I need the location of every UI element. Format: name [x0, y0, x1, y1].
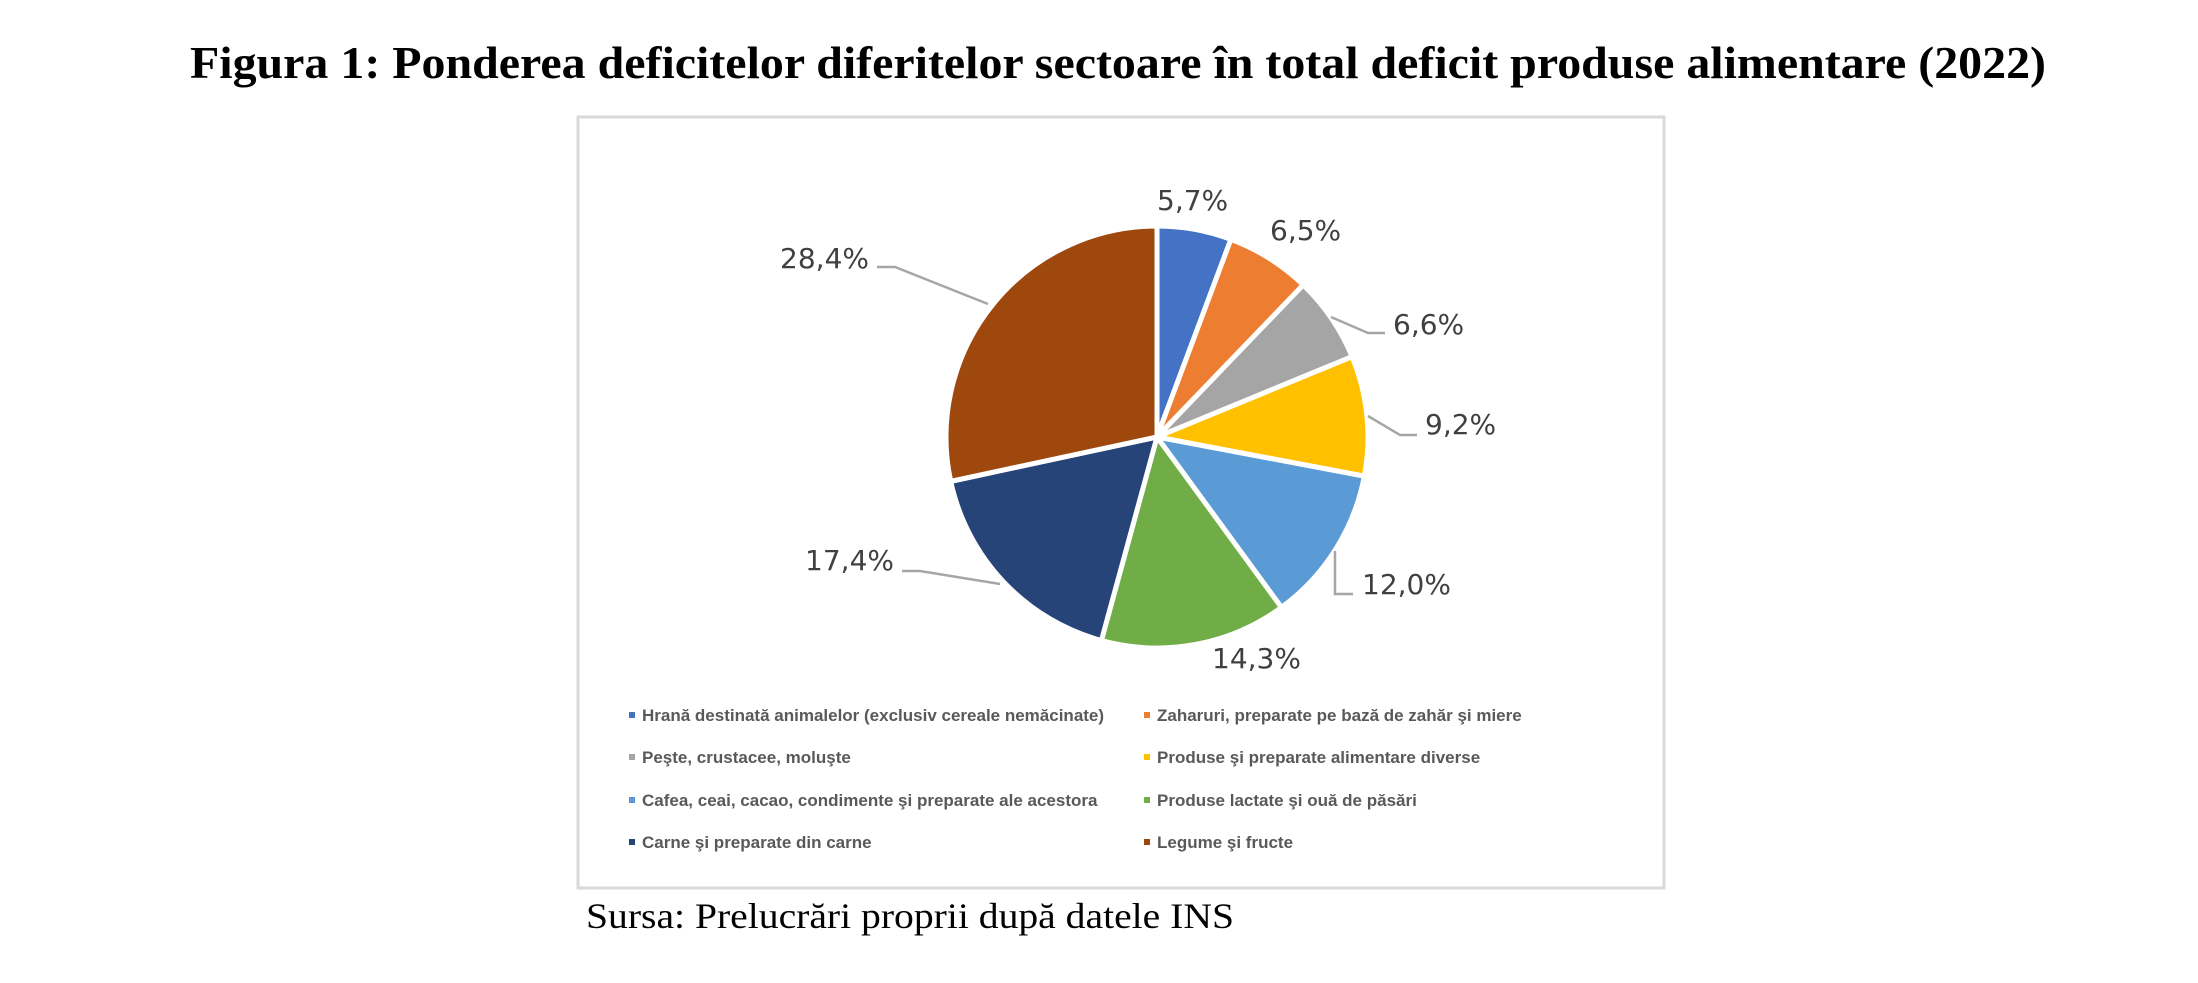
legend-label: Zaharuri, preparate pe bază de zahăr şi … [1157, 706, 1522, 725]
legend-label: Peşte, crustacee, moluşte [642, 748, 851, 767]
legend-label: Legume şi fructe [1157, 833, 1293, 852]
legend-marker [1144, 754, 1150, 760]
data-label-2: 6,5% [1270, 214, 1341, 247]
figure-title: Figura 1: Ponderea deficitelor diferitel… [190, 38, 2046, 88]
data-label-1: 5,7% [1157, 184, 1228, 217]
leader-line-7 [902, 569, 1001, 586]
legend-marker [629, 797, 635, 803]
pie-slice-7 [947, 433, 1161, 644]
legend-label: Produse şi preparate alimentare diverse [1157, 748, 1480, 767]
legend-label: Produse lactate şi ouă de păsări [1157, 791, 1417, 810]
legend-item-4: Produse şi preparate alimentare diverse [1144, 748, 1480, 767]
legend-item-7: Carne şi preparate din carne [629, 833, 872, 852]
legend-label: Hrană destinată animalelor (exclusiv cer… [642, 706, 1104, 725]
legend-marker [629, 754, 635, 760]
label-leader-lines [877, 265, 1417, 596]
leader-line-5 [1333, 551, 1353, 596]
data-label-8: 28,4% [780, 242, 869, 275]
data-labels: 5,7% 6,5% 6,6% 9,2% 12,0% 14,3% 17,4% 28,4% [780, 184, 1496, 675]
legend-label: Cafea, ceai, cacao, condimente şi prepar… [642, 791, 1098, 810]
legend-item-2: Zaharuri, preparate pe bază de zahăr şi … [1144, 706, 1522, 725]
legend-marker [629, 839, 635, 845]
leader-line-3 [1330, 315, 1385, 335]
legend-marker [1144, 839, 1150, 845]
legend-item-6: Produse lactate şi ouă de păsări [1144, 791, 1417, 810]
data-label-6: 14,3% [1212, 642, 1301, 675]
pie-slice-6 [1098, 431, 1285, 651]
legend-item-3: Peşte, crustacee, moluşte [629, 748, 851, 767]
data-label-7: 17,4% [805, 544, 894, 577]
pie-slices [943, 223, 1371, 651]
legend-label: Carne şi preparate din carne [642, 833, 872, 852]
legend-item-8: Legume şi fructe [1144, 833, 1293, 852]
legend-item-1: Hrană destinată animalelor (exclusiv cer… [629, 706, 1104, 725]
legend-marker [1144, 712, 1150, 718]
legend: Hrană destinată animalelor (exclusiv cer… [629, 706, 1522, 852]
legend-marker [1144, 797, 1150, 803]
source-note: Sursa: Prelucrări proprii după datele IN… [586, 896, 1234, 936]
legend-marker [629, 712, 635, 718]
data-label-3: 6,6% [1393, 308, 1464, 341]
leader-line-8 [877, 265, 989, 306]
data-label-4: 9,2% [1425, 408, 1496, 441]
pie-slice-8 [943, 223, 1160, 485]
leader-line-4 [1367, 414, 1417, 437]
legend-item-5: Cafea, ceai, cacao, condimente şi prepar… [629, 791, 1098, 810]
pie-slice-5 [1151, 433, 1368, 611]
data-label-5: 12,0% [1362, 568, 1451, 601]
